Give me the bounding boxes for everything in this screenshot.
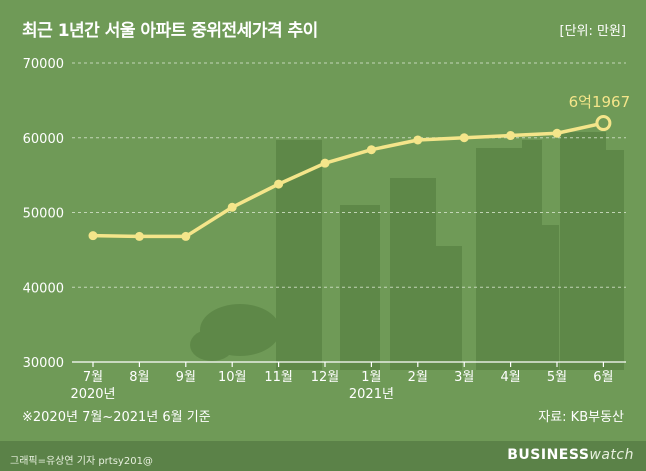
y-tick-label: 50000: [23, 207, 64, 222]
x-tick-label: 2월: [408, 370, 428, 385]
x-tick-label: 5월: [547, 370, 567, 385]
x-tick-label: 11월: [264, 370, 293, 385]
data-point: [274, 179, 284, 189]
data-point: [459, 133, 469, 143]
y-tick-label: 30000: [23, 356, 64, 371]
brand-part1: BUSINESS: [507, 447, 590, 463]
y-tick-label: 70000: [23, 57, 64, 72]
footer-bar: 그래픽=유상연 기자 prtsy201@ BUSINESSwatch: [0, 441, 646, 471]
data-point: [413, 135, 423, 145]
y-tick-label: 40000: [23, 281, 64, 296]
data-point: [181, 231, 191, 241]
unit-label: [단위: 만원]: [559, 24, 627, 39]
x-tick-label: 3월: [454, 370, 474, 385]
data-point: [506, 131, 516, 141]
x-tick-label: 7월: [83, 370, 103, 385]
line-chart: 30000 40000 50000 60000 70000 7월 8월 9월 10월 11월 12월…: [23, 57, 631, 402]
x-year-label: 2020년: [70, 387, 115, 402]
building-silhouettes: [190, 132, 624, 370]
x-tick-label: 12월: [311, 370, 340, 385]
x-tick-label: 9월: [176, 370, 196, 385]
data-point: [134, 231, 144, 241]
x-tick-label: 4월: [500, 370, 520, 385]
x-tick-label: 10월: [218, 370, 247, 385]
data-point: [552, 128, 562, 138]
data-point: [366, 145, 376, 155]
period-note: ※2020년 7월~2021년 6월 기준: [22, 410, 211, 425]
data-point: [320, 158, 330, 168]
labels: 30000 40000 50000 60000 70000 7월 8월 9월 10월 11월 12월…: [23, 57, 631, 402]
x-tick-label: 8월: [129, 370, 149, 385]
x-tick-label: 1월: [361, 370, 381, 385]
series-line: [92, 121, 604, 239]
data-point: [88, 231, 98, 241]
points: [88, 115, 612, 241]
series-polyline: [92, 121, 604, 239]
value-annotation: 6억1967: [569, 93, 631, 111]
data-point: [227, 202, 237, 212]
chart-title: 최근 1년간 서울 아파트 중위전세가격 추이: [22, 21, 318, 41]
graphic-credit: 그래픽=유상연 기자 prtsy201@: [10, 456, 153, 467]
brand-logo: BUSINESSwatch: [507, 447, 634, 463]
x-year-label: 2021년: [349, 387, 394, 402]
source-label: 자료: KB부동산: [538, 410, 624, 425]
x-tick-label: 6월: [593, 370, 613, 385]
brand-part2: watch: [589, 447, 634, 463]
axes: [72, 361, 626, 367]
data-point-highlight: [595, 115, 612, 132]
y-tick-label: 60000: [23, 132, 64, 147]
